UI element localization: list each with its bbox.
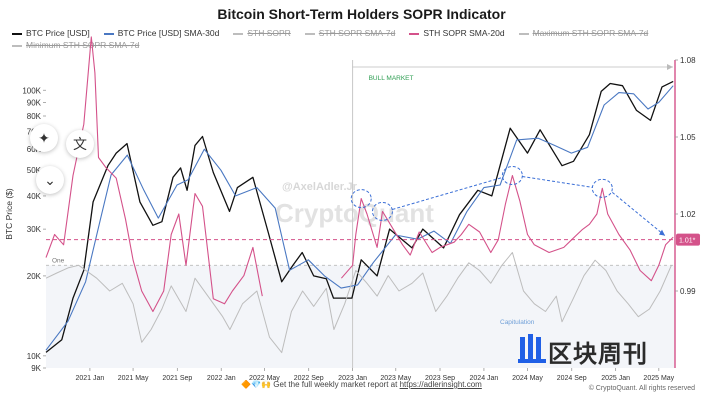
peak-circle [350,189,372,209]
y2-tick-label: 0.99 [680,287,696,296]
y-tick-label: 60K [27,145,42,154]
one-label: One [52,257,65,264]
bull-market-label: BULL MARKET [369,75,414,82]
footer: 🔶💎🙌 Get the full weekly market report at… [0,380,723,389]
legend-label: STH SOPR SMA-20d [423,28,505,38]
copyright: © CryptoQuant. All rights reserved [588,385,695,392]
below-one-zone [46,265,675,368]
watermark-brand: CryptoQuant [275,198,434,228]
legend-swatch [103,32,114,35]
footer-link[interactable]: https://adlerinsight.com [399,380,482,389]
y-tick-label: 20K [27,272,42,281]
peak-circle [371,201,393,221]
footer-text: Get the full weekly market report at [273,380,398,389]
x-tick-label: 2023 Sep [425,375,455,382]
brand-name: 区块周刊 [548,341,648,368]
x-tick-label: 2021 Sep [162,375,192,382]
trend-arrow [611,191,666,237]
series-line-1 [45,85,674,351]
series-line-0 [45,80,674,353]
y-tick-label: 30K [27,225,42,234]
y-tick-label: 50K [27,166,42,175]
y-tick-label: 10K [27,352,42,361]
series-line-3 [340,174,674,282]
x-tick-label: 2022 May [249,375,280,382]
trend-arrow-head [659,229,665,236]
capitulation-label: Capitulation [500,319,535,326]
threshold-badge-label: 1.01* [679,238,696,245]
series-line-4 [45,252,672,354]
legend-item[interactable]: Maximum STH SOPR SMA-7d [518,27,649,39]
x-tick-label: 2024 May [512,375,543,382]
x-tick-label: 2025 Jan [601,375,630,382]
x-tick-label: 2022 Sep [294,375,324,382]
legend-swatch [12,44,22,47]
trend-arrow [522,176,593,188]
legend-label: STH SOPR SMA-7d [318,28,396,38]
y2-tick-label: 1.02 [680,210,696,219]
legend-label: STH SOPR [247,28,291,38]
footer-emoji: 🔶💎🙌 [241,380,272,389]
legend-item[interactable]: BTC Price [USD] SMA-30d [103,27,220,39]
y-tick-label: 80K [27,112,42,121]
x-tick-label: 2021 Jan [75,375,104,382]
legend-swatch [304,32,315,35]
x-tick-label: 2021 May [118,375,149,382]
legend-label: BTC Price [USD] [26,28,90,38]
legend-item[interactable]: Minimum STH SOPR SMA-7d [12,39,139,51]
y-tick-label: 40K [27,192,42,201]
y-tick-label: 90K [27,98,42,107]
legend: BTC Price [USD] BTC Price [USD] SMA-30d ST… [12,27,702,51]
trend-arrow [392,177,503,210]
series-line-2 [45,36,263,313]
translate-icon[interactable]: 文 [66,130,94,158]
y2-tick-label: 1.05 [680,133,696,142]
legend-label: Maximum STH SOPR SMA-7d [532,28,649,38]
bull-market-arrow [667,64,673,70]
x-tick-label: 2025 May [643,375,674,382]
brand-logo-icon [518,334,546,363]
legend-swatch [518,32,529,35]
legend-item[interactable]: BTC Price [USD] [12,27,90,39]
y-axis-label: BTC Price ($) [4,188,14,240]
legend-item[interactable]: STH SOPR [233,27,291,39]
legend-label: BTC Price [USD] SMA-30d [117,28,220,38]
watermark-handle: @AxelAdler.Jr [282,181,358,193]
x-tick-label: 2022 Jan [207,375,236,382]
y2-tick-label: 1.08 [680,56,696,65]
x-tick-label: 2023 May [380,375,411,382]
y-tick-label: 100K [22,86,41,95]
legend-swatch [233,32,244,35]
y-tick-label: 9K [31,364,41,373]
chart-title: Bitcoin Short-Term Holders SOPR Indicato… [217,6,506,22]
peak-circle [501,166,523,185]
legend-swatch [409,32,420,35]
legend-label: Minimum STH SOPR SMA-7d [26,40,140,50]
x-tick-label: 2024 Jan [470,375,499,382]
magic-wand-icon[interactable]: ✦ [30,124,58,152]
x-tick-label: 2024 Sep [557,375,587,382]
threshold-badge [676,233,700,246]
peak-circle [591,178,613,198]
more-icon[interactable]: ⌄ [36,166,64,194]
legend-item[interactable]: STH SOPR SMA-7d [304,27,396,39]
legend-swatch [12,32,22,35]
legend-item[interactable]: STH SOPR SMA-20d [409,27,505,39]
x-tick-label: 2023 Jan [338,375,367,382]
